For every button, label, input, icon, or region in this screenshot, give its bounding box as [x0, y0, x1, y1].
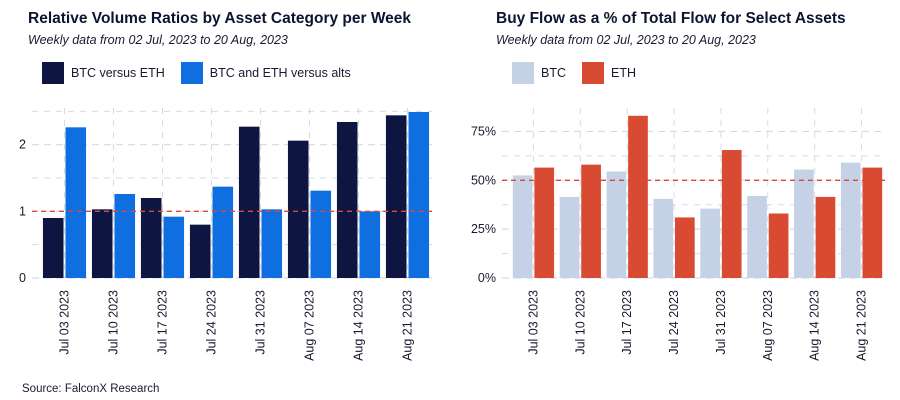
x-tick-label: Jul 17 2023: [620, 290, 634, 355]
x-tick-label: Aug 14 2023: [352, 290, 366, 361]
legend-swatch: [180, 62, 203, 84]
x-tick-label: Aug 14 2023: [808, 290, 822, 361]
legend-label: ETH: [611, 66, 636, 80]
source-note: Source: FalconX Research: [22, 383, 160, 395]
x-tick-label: Jul 24 2023: [205, 290, 219, 355]
bar: [336, 122, 358, 278]
x-tick-label: Jul 03 2023: [526, 290, 540, 355]
bar: [140, 198, 162, 278]
bar: [768, 213, 789, 278]
x-tick-label: Jul 03 2023: [58, 290, 72, 355]
legend-label: BTC and ETH versus alts: [209, 66, 351, 80]
chart-legend: BTC ETH: [512, 62, 652, 84]
y-tick-label: 0%: [478, 271, 496, 285]
bar: [840, 162, 861, 278]
chart-title: Buy Flow as a % of Total Flow for Select…: [496, 10, 846, 27]
x-tick-label: Jul 10 2023: [107, 290, 121, 355]
bar: [794, 169, 814, 278]
bar: [581, 164, 601, 278]
legend-label: BTC versus ETH: [71, 66, 165, 80]
chart-subtitle: Weekly data from 02 Jul, 2023 to 20 Aug,…: [496, 33, 756, 47]
x-tick-label: Jul 31 2023: [254, 290, 268, 355]
bar: [559, 196, 580, 278]
x-tick-label: Aug 21 2023: [855, 290, 869, 361]
bar: [287, 140, 309, 278]
chart-panel-buy-flow: Buy Flow as a % of Total Flow for Select…: [460, 0, 900, 380]
bar: [628, 115, 648, 278]
bar: [114, 194, 136, 278]
x-tick-label: Aug 07 2023: [761, 290, 775, 361]
legend-swatch: [42, 62, 64, 84]
bar: [606, 171, 627, 278]
chart-panel-relative-volume: Relative Volume Ratios by Asset Category…: [0, 0, 450, 380]
bar: [91, 209, 113, 278]
x-tick-label: Aug 07 2023: [303, 290, 317, 361]
legend-item-eth: ETH: [582, 62, 636, 84]
bar: [700, 208, 720, 278]
x-tick-label: Aug 21 2023: [401, 290, 415, 361]
y-tick-label: 75%: [471, 124, 496, 138]
bar: [747, 195, 767, 278]
bar-chart-relative-volume: 0 1 2 Jul 03 2023 Jul 10 2023 Jul 17 2023 Jul …: [19, 108, 432, 361]
chart-subtitle: Weekly data from 02 Jul, 2023 to 20 Aug,…: [28, 33, 288, 47]
bar-chart-buy-flow: 0% 25% 50% 75% Jul 03 2023 Jul 10 2023 Jul 17 …: [471, 108, 885, 361]
bar: [212, 186, 234, 278]
bar: [385, 115, 407, 278]
chart-legend: BTC versus ETH BTC and ETH versus alts: [42, 62, 367, 84]
bar: [862, 167, 883, 278]
bar: [815, 196, 836, 278]
bar: [65, 127, 87, 278]
bar: [163, 216, 185, 278]
bar: [359, 211, 381, 278]
x-tick-label: Jul 17 2023: [156, 290, 170, 355]
chart-title: Relative Volume Ratios by Asset Category…: [28, 10, 412, 27]
bar: [408, 112, 430, 278]
legend-item-btc-vs-eth: BTC versus ETH: [42, 62, 165, 84]
y-tick-label: 25%: [471, 222, 496, 236]
legend-item-btc-eth-vs-alts: BTC and ETH versus alts: [180, 62, 351, 84]
x-tick-label: Jul 10 2023: [573, 290, 587, 355]
legend-item-btc: BTC: [512, 62, 566, 84]
bar: [675, 217, 695, 278]
x-tick-label: Jul 31 2023: [714, 290, 728, 355]
legend-label: BTC: [541, 66, 566, 80]
bar: [42, 218, 64, 278]
x-tick-label: Jul 24 2023: [667, 290, 681, 355]
y-tick-label: 0: [19, 271, 26, 285]
bar: [534, 167, 555, 278]
legend-swatch: [582, 62, 604, 84]
bar: [189, 224, 211, 278]
bar: [238, 126, 260, 279]
y-tick-label: 2: [19, 138, 26, 152]
bar: [310, 190, 332, 278]
legend-swatch: [512, 62, 534, 84]
bar: [261, 209, 283, 278]
bar: [721, 150, 742, 278]
y-tick-label: 1: [19, 204, 26, 218]
bar: [653, 198, 674, 278]
y-tick-label: 50%: [471, 173, 496, 187]
bar: [512, 175, 533, 278]
